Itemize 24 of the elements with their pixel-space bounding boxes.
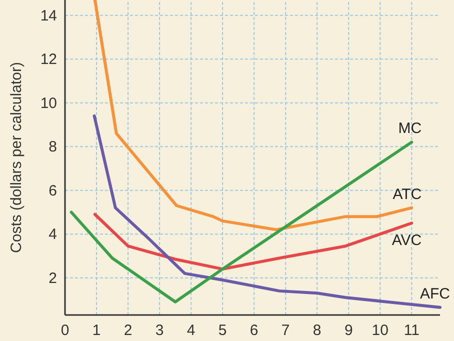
series-label: ATC (392, 186, 422, 203)
x-tick-label: 3 (155, 322, 164, 339)
y-tick-label: 14 (40, 7, 57, 24)
x-tick-label: 5 (218, 322, 227, 339)
x-tick-label: 4 (186, 322, 196, 339)
x-tick-label: 0 (60, 322, 70, 339)
x-tick-label: 1 (92, 322, 101, 339)
y-axis-title: Costs (dollars per calculator) (8, 62, 25, 253)
y-tick-label: 6 (48, 182, 57, 200)
y-tick-label: 10 (40, 94, 57, 112)
series-label: AVC (392, 232, 422, 250)
y-tick-label: 4 (48, 226, 57, 244)
x-tick-label: 8 (312, 322, 322, 339)
x-tick-label: 2 (124, 322, 132, 339)
x-tick-label: 9 (344, 322, 353, 339)
series-label: AFC (420, 285, 450, 302)
y-tick-label: 12 (40, 51, 57, 68)
y-tick-label: 2 (48, 270, 57, 287)
x-tick-label: 10 (372, 322, 388, 339)
y-tick-label: 8 (48, 138, 57, 156)
x-tick-label: 11 (404, 322, 420, 339)
x-tick-label: 6 (250, 322, 258, 339)
series-label: MC (398, 120, 422, 138)
x-tick-label: 7 (281, 322, 290, 339)
